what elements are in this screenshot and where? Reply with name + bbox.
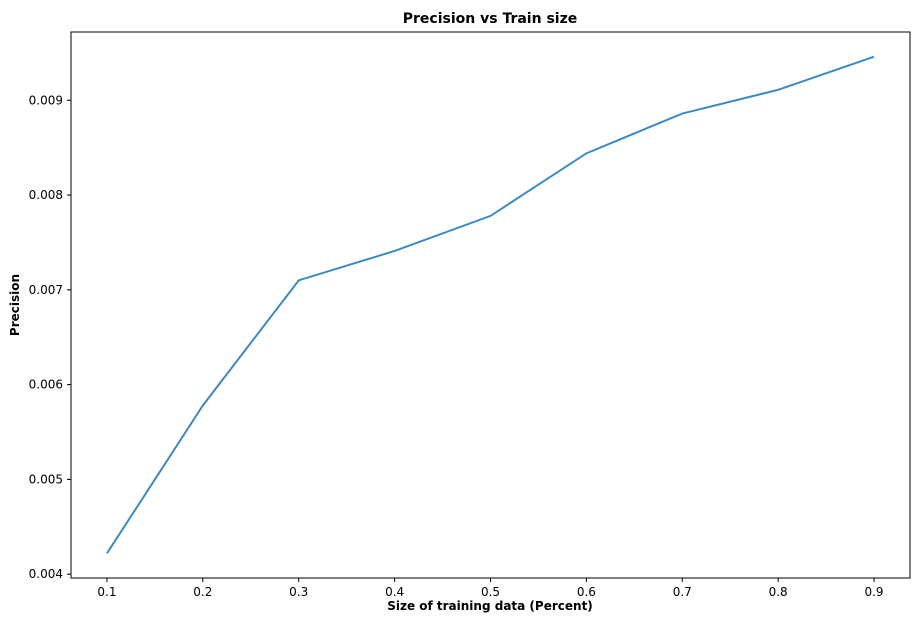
x-tick-label: 0.1 [97, 585, 116, 599]
series-line [107, 57, 874, 554]
y-tick-label: 0.008 [29, 188, 63, 202]
x-tick-label: 0.5 [481, 585, 500, 599]
x-tick-label: 0.7 [673, 585, 692, 599]
chart-title: Precision vs Train size [403, 11, 577, 27]
y-tick-label: 0.007 [29, 283, 63, 297]
x-tick-label: 0.3 [289, 585, 308, 599]
y-tick-label: 0.004 [29, 567, 63, 581]
x-tick-label: 0.2 [193, 585, 212, 599]
x-tick-label: 0.6 [577, 585, 596, 599]
plot-frame [71, 32, 910, 578]
y-tick-label: 0.009 [29, 93, 63, 107]
x-tick-label: 0.4 [385, 585, 404, 599]
x-tick-label: 0.8 [769, 585, 788, 599]
series-points [107, 57, 874, 554]
y-axis-ticks: 0.004 0.005 0.006 0.007 0.008 0.009 [29, 93, 71, 581]
y-tick-label: 0.005 [29, 472, 63, 486]
x-tick-label: 0.9 [864, 585, 883, 599]
x-axis-label: Size of training data (Percent) [387, 599, 593, 613]
y-tick-label: 0.006 [29, 378, 63, 392]
x-axis-ticks: 0.1 0.2 0.3 0.4 0.5 0.6 0.7 0.8 0.9 [97, 578, 883, 599]
y-axis-label: Precision [8, 274, 22, 336]
